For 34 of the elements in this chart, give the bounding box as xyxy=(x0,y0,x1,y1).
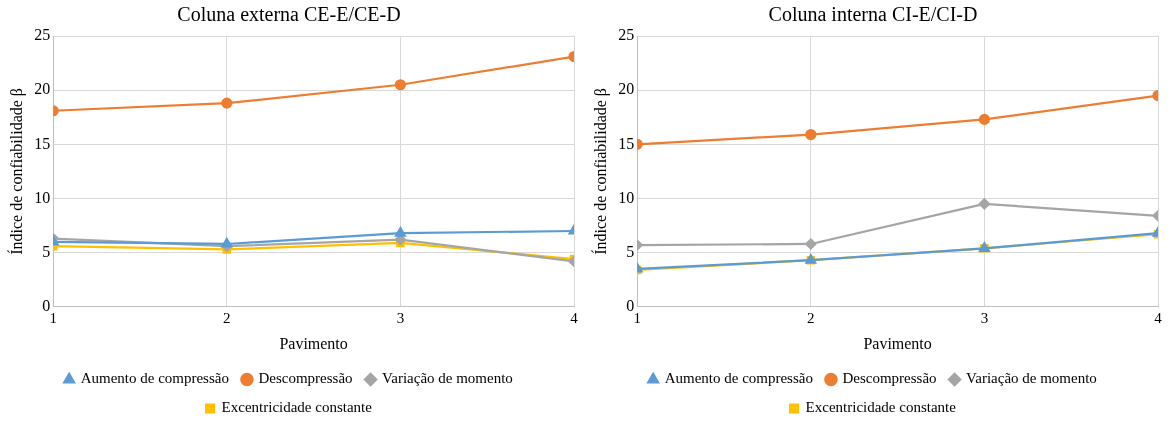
x-tick-label: 4 xyxy=(1154,309,1163,326)
legend-label: Aumento de compressão xyxy=(664,370,813,387)
y-axis-title: Índice de confiabilidade β xyxy=(6,88,26,255)
y-tick-label: 5 xyxy=(626,242,635,260)
x-tick-label: 3 xyxy=(980,309,989,326)
y-tick-label: 15 xyxy=(34,134,51,152)
y-tick-label: 25 xyxy=(618,26,635,44)
y-tick-label: 0 xyxy=(42,297,51,314)
legend-label: Variação de momento xyxy=(966,370,1097,387)
x-axis-title: Pavimento xyxy=(279,334,348,352)
x-tick-label: 3 xyxy=(396,309,405,326)
y-tick-label: 25 xyxy=(34,26,51,44)
x-tick-label: 1 xyxy=(633,309,641,326)
x-tick-label: 4 xyxy=(570,309,579,326)
y-tick-label: 20 xyxy=(618,80,635,98)
chart-title: Coluna externa CE-E/CE-D xyxy=(177,3,401,26)
y-tick-label: 10 xyxy=(34,188,51,206)
legend-label: Excentricidade constante xyxy=(221,399,373,416)
y-tick-label: 20 xyxy=(34,80,51,98)
x-tick-label: 2 xyxy=(807,309,815,326)
y-tick-label: 15 xyxy=(618,134,635,152)
chart-title: Coluna interna CI-E/CI-D xyxy=(768,3,978,26)
legend-label: Descompressão xyxy=(258,370,353,387)
x-tick-label: 2 xyxy=(223,309,231,326)
legend-label: Descompressão xyxy=(842,370,937,387)
legend-label: Excentricidade constante xyxy=(805,399,957,416)
legend-label: Aumento de compressão xyxy=(80,370,229,387)
y-tick-label: 0 xyxy=(626,297,635,314)
y-axis-title: Índice de confiabilidade β xyxy=(590,88,610,255)
x-axis-title: Pavimento xyxy=(863,334,932,352)
legend-label: Variação de momento xyxy=(382,370,513,387)
x-tick-label: 1 xyxy=(49,309,57,326)
y-tick-label: 10 xyxy=(618,188,635,206)
y-tick-label: 5 xyxy=(42,242,51,260)
